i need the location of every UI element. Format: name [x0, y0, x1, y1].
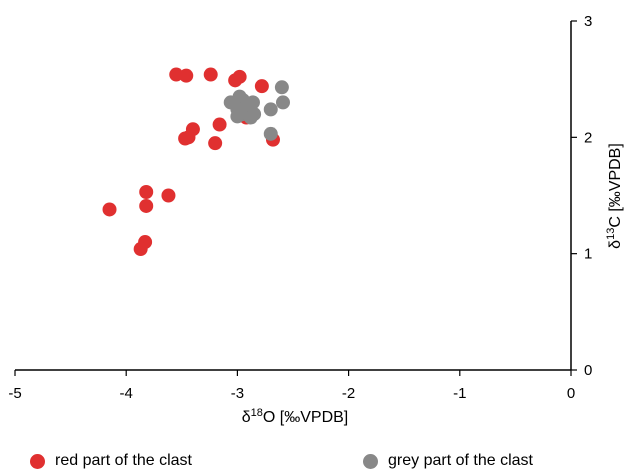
red-data-point [203, 67, 218, 82]
grey-data-point [274, 80, 289, 95]
red-data-point [228, 73, 243, 88]
x-tick-label: -5 [8, 385, 21, 402]
red-data-point [208, 136, 223, 151]
x-tick-label: -3 [231, 385, 244, 402]
x-tick-label: -2 [342, 385, 355, 402]
grey-data-point [230, 109, 245, 124]
x-axis-title: δ18O [‰VPDB] [242, 407, 349, 426]
axes: -5 -4 -3 -2 -1 00 1 2 3 [8, 13, 592, 402]
y-axis-title: δ13C [‰VPDB] [605, 143, 624, 249]
legend-red-label: red part of the clast [55, 452, 192, 469]
grey-data-point [275, 95, 290, 110]
red-data-point [139, 198, 154, 213]
legend-red-marker [30, 453, 45, 469]
y-tick-label: 1 [584, 246, 592, 263]
y-tick-label: 2 [584, 129, 592, 146]
red-data-point [178, 131, 193, 146]
red-data-point [179, 68, 194, 83]
red-data-point [102, 202, 117, 217]
legend-grey-marker [363, 453, 378, 469]
red-data-point [254, 79, 269, 94]
red-data-point [139, 185, 154, 200]
legend-red: red part of the clast [30, 452, 192, 470]
x-tick-label: -4 [120, 385, 133, 402]
grey-data-point [263, 102, 278, 117]
grey-data-point [243, 110, 258, 125]
red-data-point [133, 242, 148, 257]
red-data-point [212, 117, 227, 132]
y-tick-label: 0 [584, 362, 592, 379]
red-data-point [161, 188, 176, 203]
grey-data-point [263, 126, 278, 141]
data-points [102, 67, 290, 257]
x-tick-label: 0 [567, 385, 575, 402]
legend-grey: grey part of the clast [363, 452, 533, 470]
x-tick-label: -1 [453, 385, 466, 402]
legend-grey-label: grey part of the clast [388, 452, 533, 469]
y-tick-label: 3 [584, 13, 592, 30]
